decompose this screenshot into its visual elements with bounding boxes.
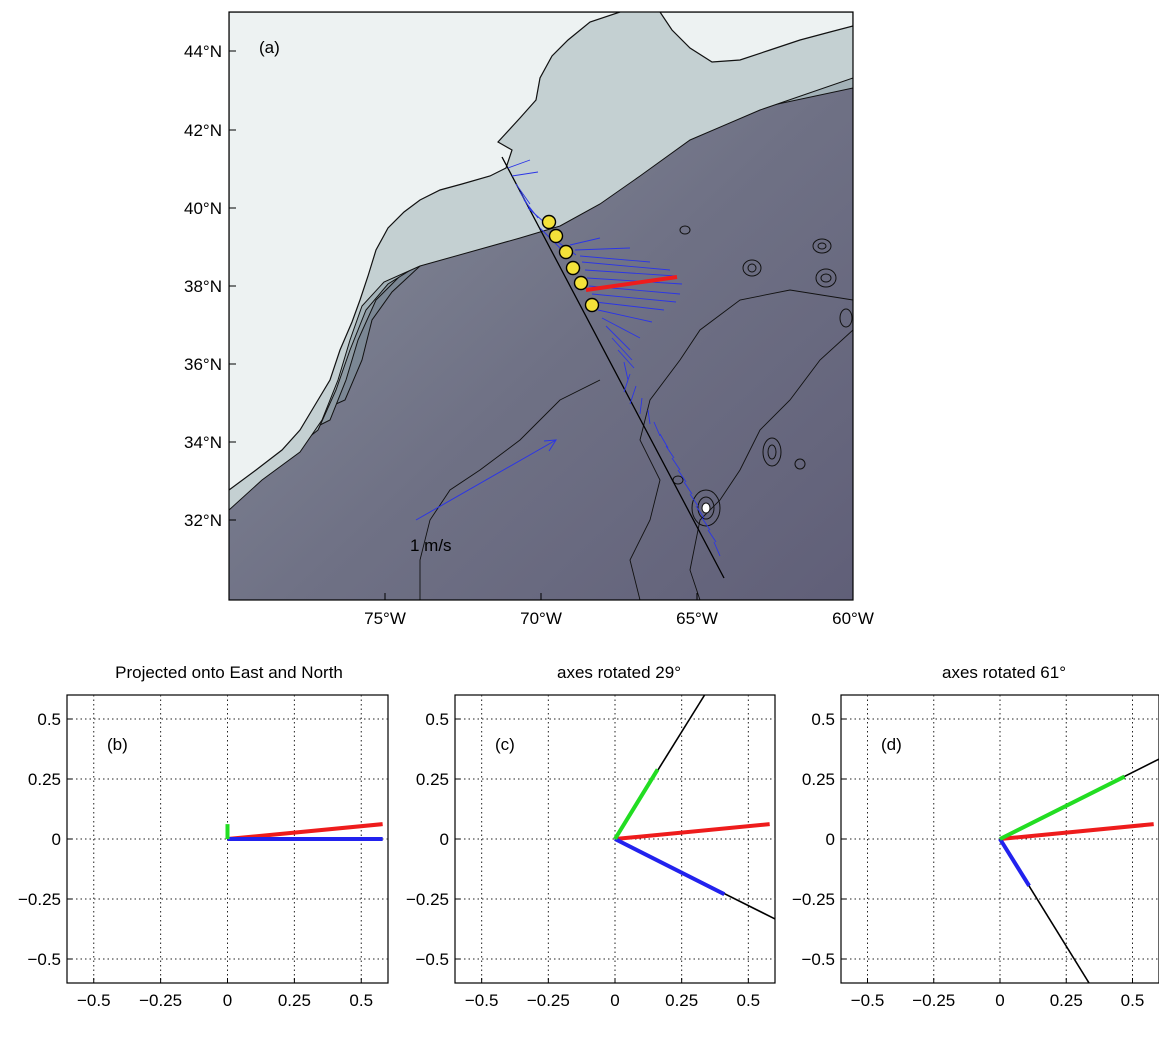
y-tick-label: 0	[52, 830, 61, 849]
panel-label: (d)	[881, 735, 902, 754]
panel-d: axes rotated 61° −0.5 −0.25 0 0.25 0.5−0.5−0…	[792, 663, 1159, 1010]
y-tick-label: 0.5	[37, 710, 61, 729]
x-tick-label: 0.25	[1050, 991, 1083, 1010]
y-tick-label: 0	[826, 830, 835, 849]
vector-line	[613, 768, 660, 841]
x-tick-label: 0.5	[349, 991, 373, 1010]
lat-axis: 32°N 34°N 36°N 38°N 40°N 42°N 44°N	[184, 42, 236, 530]
panel-title: Projected onto East and North	[115, 663, 343, 682]
x-tick-label: −0.25	[139, 991, 182, 1010]
y-tick-label: 0.25	[28, 770, 61, 789]
vector-line	[999, 822, 1154, 841]
tick-labels: −0.5 −0.25 0 0.25 0.5 −0.5 −0.25 0 0.25 0.5	[18, 710, 373, 1010]
lat-tick-label: 44°N	[184, 42, 222, 61]
land-mass	[229, 12, 621, 491]
panel-title: axes rotated 61°	[942, 663, 1066, 682]
lat-tick-label: 36°N	[184, 355, 222, 374]
panel-c: axes rotated 29° −0.5 −0.25 0 0.25 0.5−0.5−0…	[406, 663, 776, 1010]
moorings	[541, 214, 600, 313]
x-tick-label: 0.25	[665, 991, 698, 1010]
y-tick-label: −0.5	[27, 950, 61, 969]
mean-current-vector	[585, 275, 678, 292]
y-tick-label: 0.5	[811, 710, 835, 729]
rotated-axis-lines	[999, 758, 1159, 984]
lat-tick-label: 40°N	[184, 199, 222, 218]
x-tick-label: 0	[223, 991, 232, 1010]
y-tick-label: −0.25	[406, 890, 449, 909]
vector-series	[998, 774, 1154, 887]
x-tick-label: −0.25	[527, 991, 570, 1010]
y-tick-label: 0.25	[802, 770, 835, 789]
panel-b: Projected onto East and North −0.5 −0.25 0…	[18, 663, 389, 1010]
vector-line	[614, 837, 726, 896]
lat-tick-label: 42°N	[184, 121, 222, 140]
x-tick-label: 0.25	[278, 991, 311, 1010]
map-panel-label: (a)	[259, 38, 280, 57]
x-tick-label: 0	[610, 991, 619, 1010]
y-tick-label: −0.5	[801, 950, 835, 969]
current-vectors	[507, 159, 721, 557]
vector-series	[613, 768, 770, 896]
vector-line	[998, 837, 1031, 887]
bathymetry	[229, 12, 853, 600]
y-tick-label: −0.25	[792, 890, 835, 909]
y-tick-label: 0.5	[425, 710, 449, 729]
nova-scotia-land	[659, 12, 853, 63]
lat-tick-label: 32°N	[184, 511, 222, 530]
x-tick-label: −0.5	[77, 991, 111, 1010]
x-tick-label: 0.5	[737, 991, 761, 1010]
y-tick-label: −0.5	[415, 950, 449, 969]
rotated-axis-lines	[614, 694, 776, 920]
x-tick-label: −0.5	[465, 991, 499, 1010]
vector-line	[614, 822, 770, 841]
lon-tick-label: 65°W	[676, 609, 718, 628]
grid-lines	[455, 695, 775, 983]
panel-label: (c)	[495, 735, 515, 754]
scale-label: 1 m/s	[410, 536, 452, 555]
lat-tick-label: 34°N	[184, 433, 222, 452]
panel-label: (b)	[107, 735, 128, 754]
y-tick-label: −0.25	[18, 890, 61, 909]
vector-line	[999, 774, 1126, 841]
vector-series	[225, 822, 383, 841]
lat-tick-label: 38°N	[184, 277, 222, 296]
y-tick-label: 0.25	[416, 770, 449, 789]
lon-tick-label: 70°W	[520, 609, 562, 628]
y-tick-label: 0	[440, 830, 449, 849]
panel-title: axes rotated 29°	[557, 663, 681, 682]
depth-contours	[419, 289, 853, 600]
tick-labels: −0.5 −0.25 0 0.25 0.5 −0.5 −0.25 0 0.25 0.5	[792, 710, 1144, 1010]
x-tick-label: −0.25	[912, 991, 955, 1010]
section-line	[501, 156, 725, 579]
x-tick-label: −0.5	[851, 991, 885, 1010]
map-panel: (a) 1 m/s 32°N 34°N 36°N 38°N 40°N 42°N …	[184, 11, 874, 628]
tick-labels: −0.5 −0.25 0 0.25 0.5 −0.5 −0.25 0 0.25 0.5	[406, 710, 760, 1010]
vector-line	[227, 822, 383, 841]
scale-arrow	[415, 439, 557, 521]
lon-tick-label: 60°W	[832, 609, 874, 628]
lon-axis: 75°W 70°W 65°W 60°W	[364, 593, 874, 628]
seamounts	[672, 225, 853, 527]
lon-tick-label: 75°W	[364, 609, 406, 628]
x-tick-label: 0	[995, 991, 1004, 1010]
x-tick-label: 0.5	[1121, 991, 1145, 1010]
